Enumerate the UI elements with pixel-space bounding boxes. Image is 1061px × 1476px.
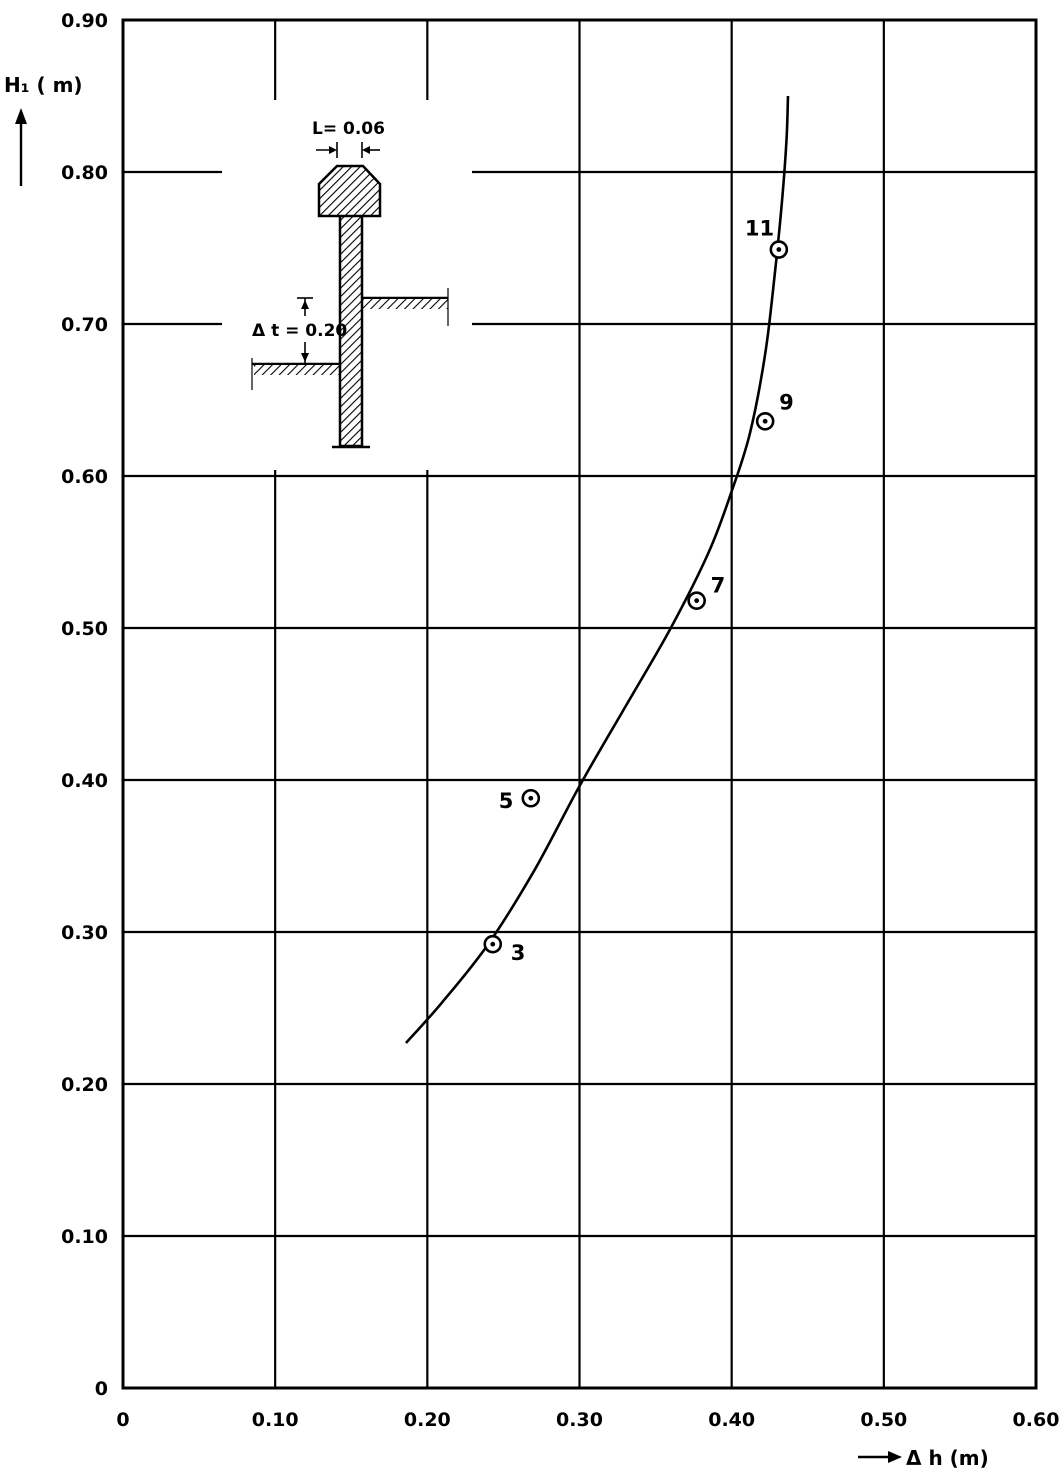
y-tick-label: 0.10	[61, 1226, 108, 1248]
y-axis-arrow	[15, 108, 27, 186]
step-arrowhead-bottom	[301, 353, 309, 362]
x-tick-label: 0.60	[1013, 1409, 1060, 1431]
step-label-background	[250, 316, 332, 342]
x-tick-label: 0.40	[708, 1409, 755, 1431]
data-point-center	[776, 247, 782, 252]
y-tick-label: 0	[95, 1378, 108, 1400]
data-point-center	[762, 418, 768, 424]
y-axis-title: H₁ ( m)	[4, 73, 83, 97]
data-point-label: 11	[745, 217, 774, 241]
x-axis-title: Δ h (m)	[906, 1446, 989, 1470]
inset-step-label: Δ t = 0.20	[252, 321, 347, 341]
x-tick-label: 0.20	[404, 1409, 451, 1431]
x-axis-arrow	[858, 1451, 902, 1463]
inset-width-label: L= 0.06	[312, 119, 385, 139]
y-axis-ticks: 0 0.10 0.20 0.30 0.40 0.50 0.60 0.70 0.80 0.90	[61, 10, 108, 1400]
y-tick-label: 0.70	[61, 314, 108, 336]
data-points: 3 5 7 9 11	[483, 217, 794, 965]
weir-inset-diagram: L= 0.06 Δ t = 0.20	[222, 100, 472, 470]
y-tick-label: 0.90	[61, 10, 108, 32]
data-point-center	[528, 795, 534, 801]
y-tick-label: 0.50	[61, 618, 108, 640]
x-axis-ticks: 0 0.10 0.20 0.30 0.40 0.50 0.60	[116, 1409, 1059, 1431]
y-tick-label: 0.60	[61, 466, 108, 488]
plot-frame	[121, 18, 1038, 1390]
x-tick-label: 0	[116, 1409, 129, 1431]
y-tick-label: 0.30	[61, 922, 108, 944]
width-arrowhead-right	[362, 146, 370, 154]
data-point-center	[490, 941, 496, 947]
data-point-label: 3	[511, 941, 526, 965]
weir-head	[317, 164, 382, 218]
data-point-label: 7	[711, 574, 726, 598]
step-arrowhead-top	[301, 300, 309, 309]
ground-left-hatch	[254, 365, 340, 375]
data-point-label: 5	[499, 789, 514, 813]
y-tick-label: 0.20	[61, 1074, 108, 1096]
y-tick-label: 0.80	[61, 162, 108, 184]
data-point-label: 9	[779, 390, 794, 414]
data-point-center	[694, 598, 700, 604]
x-tick-label: 0.30	[556, 1409, 603, 1431]
y-tick-label: 0.40	[61, 770, 108, 792]
x-tick-label: 0.50	[860, 1409, 907, 1431]
width-arrowhead-left	[329, 146, 337, 154]
x-tick-label: 0.10	[252, 1409, 299, 1431]
ground-right-hatch	[362, 299, 448, 309]
